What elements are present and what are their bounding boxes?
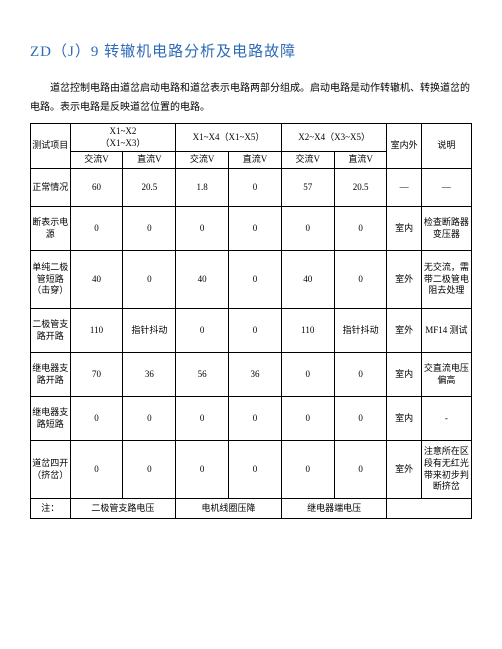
row-val: 0 (176, 397, 229, 441)
row-val: 20.5 (123, 169, 176, 207)
row-val: 40 (281, 251, 334, 309)
row-note: - (421, 397, 471, 441)
row-val: 70 (70, 353, 123, 397)
row-io: 室内 (387, 207, 421, 251)
row-val: 0 (123, 397, 176, 441)
row-note: 注意所在区段有无红光带来初步判断挤岔 (421, 441, 471, 499)
th-ac3: 交流V (281, 152, 334, 169)
row-note: — (421, 169, 471, 207)
th-note: 说明 (421, 124, 471, 169)
row-io: 室外 (387, 309, 421, 353)
row-val: 110 (281, 309, 334, 353)
row-val: 56 (176, 353, 229, 397)
row-label: 单纯二极管短路（击穿） (31, 251, 71, 309)
row-val: 0 (70, 207, 123, 251)
row-io: 室内 (387, 397, 421, 441)
th-group1-top: X1~X2 (72, 126, 175, 138)
row-label: 二极管支路开路 (31, 309, 71, 353)
row-val: 0 (70, 397, 123, 441)
row-val: 0 (229, 309, 282, 353)
row-label: 继电器支路开路 (31, 353, 71, 397)
table-row: 继电器支路开路7036563600室内交直流电压偏高 (31, 353, 472, 397)
row-val: 0 (334, 441, 387, 499)
th-group1: X1~X2 （X1~X3） (70, 124, 176, 152)
header-row-1: 测试项目 X1~X2 （X1~X3） X1~X4（X1~X5） X2~X4（X3… (31, 124, 472, 152)
th-item: 测试项目 (31, 124, 71, 169)
footer-row: 注： 二极管支路电压 电机线圈压降 继电器端电压 (31, 499, 472, 519)
row-val: 0 (334, 207, 387, 251)
page-title: ZD（J）9 转辙机电路分析及电路故障 (30, 40, 472, 61)
row-val: 0 (176, 207, 229, 251)
row-note: 检查断路器变压器 (421, 207, 471, 251)
foot-4 (387, 499, 472, 519)
th-group2: X1~X4（X1~X5） (176, 124, 282, 152)
table-row: 单纯二极管短路（击穿）400400400室外无交流，需带二极管电阻去处理 (31, 251, 472, 309)
row-label: 继电器支路短路 (31, 397, 71, 441)
row-label: 正常情况 (31, 169, 71, 207)
row-val: 0 (334, 251, 387, 309)
row-val: 0 (229, 251, 282, 309)
row-val: 0 (281, 207, 334, 251)
row-val: 40 (70, 251, 123, 309)
row-val: 0 (281, 397, 334, 441)
table-row: 继电器支路短路000000室内- (31, 397, 472, 441)
table-row: 道岔四开（挤岔）000000室外注意所在区段有无红光带来初步判断挤岔 (31, 441, 472, 499)
row-val: 0 (334, 397, 387, 441)
row-io: 室外 (387, 251, 421, 309)
row-val: 36 (123, 353, 176, 397)
row-val: 60 (70, 169, 123, 207)
th-dc2: 直流V (229, 152, 282, 169)
row-val: 36 (229, 353, 282, 397)
th-dc1: 直流V (123, 152, 176, 169)
row-val: 20.5 (334, 169, 387, 207)
row-io: — (387, 169, 421, 207)
row-val: 57 (281, 169, 334, 207)
foot-2: 电机线圈压降 (176, 499, 282, 519)
row-note: 无交流，需带二极管电阻去处理 (421, 251, 471, 309)
row-val: 0 (281, 353, 334, 397)
foot-1: 二极管支路电压 (70, 499, 176, 519)
row-val: 指针抖动 (123, 309, 176, 353)
table-row: 正常情况6020.51.805720.5—— (31, 169, 472, 207)
th-group1-sub: （X1~X3） (72, 138, 175, 150)
row-val: 0 (123, 251, 176, 309)
circuit-table: 测试项目 X1~X2 （X1~X3） X1~X4（X1~X5） X2~X4（X3… (30, 123, 472, 519)
description: 道岔控制电路由道岔启动电路和道岔表示电路两部分组成。启动电路是动作转辙机、转换道… (30, 79, 472, 117)
row-val: 0 (229, 207, 282, 251)
row-note: 交直流电压偏高 (421, 353, 471, 397)
row-val: 0 (334, 353, 387, 397)
row-val: 0 (229, 397, 282, 441)
row-val: 0 (176, 309, 229, 353)
foot-label: 注： (31, 499, 71, 519)
table-row: 二极管支路开路110指针抖动00110指针抖动室外MF14 测试 (31, 309, 472, 353)
th-dc3: 直流V (334, 152, 387, 169)
row-val: 0 (123, 441, 176, 499)
row-val: 40 (176, 251, 229, 309)
row-val: 0 (176, 441, 229, 499)
row-val: 0 (70, 441, 123, 499)
row-label: 断表示电源 (31, 207, 71, 251)
row-io: 室外 (387, 441, 421, 499)
row-label: 道岔四开（挤岔） (31, 441, 71, 499)
th-inout: 室内外 (387, 124, 421, 169)
row-val: 1.8 (176, 169, 229, 207)
row-val: 110 (70, 309, 123, 353)
row-note: MF14 测试 (421, 309, 471, 353)
row-val: 0 (123, 207, 176, 251)
th-ac2: 交流V (176, 152, 229, 169)
foot-3: 继电器端电压 (281, 499, 387, 519)
table-row: 断表示电源000000室内检查断路器变压器 (31, 207, 472, 251)
row-val: 0 (229, 169, 282, 207)
row-io: 室内 (387, 353, 421, 397)
th-group3: X2~X4（X3~X5） (281, 124, 387, 152)
row-val: 0 (281, 441, 334, 499)
row-val: 指针抖动 (334, 309, 387, 353)
row-val: 0 (229, 441, 282, 499)
th-ac1: 交流V (70, 152, 123, 169)
